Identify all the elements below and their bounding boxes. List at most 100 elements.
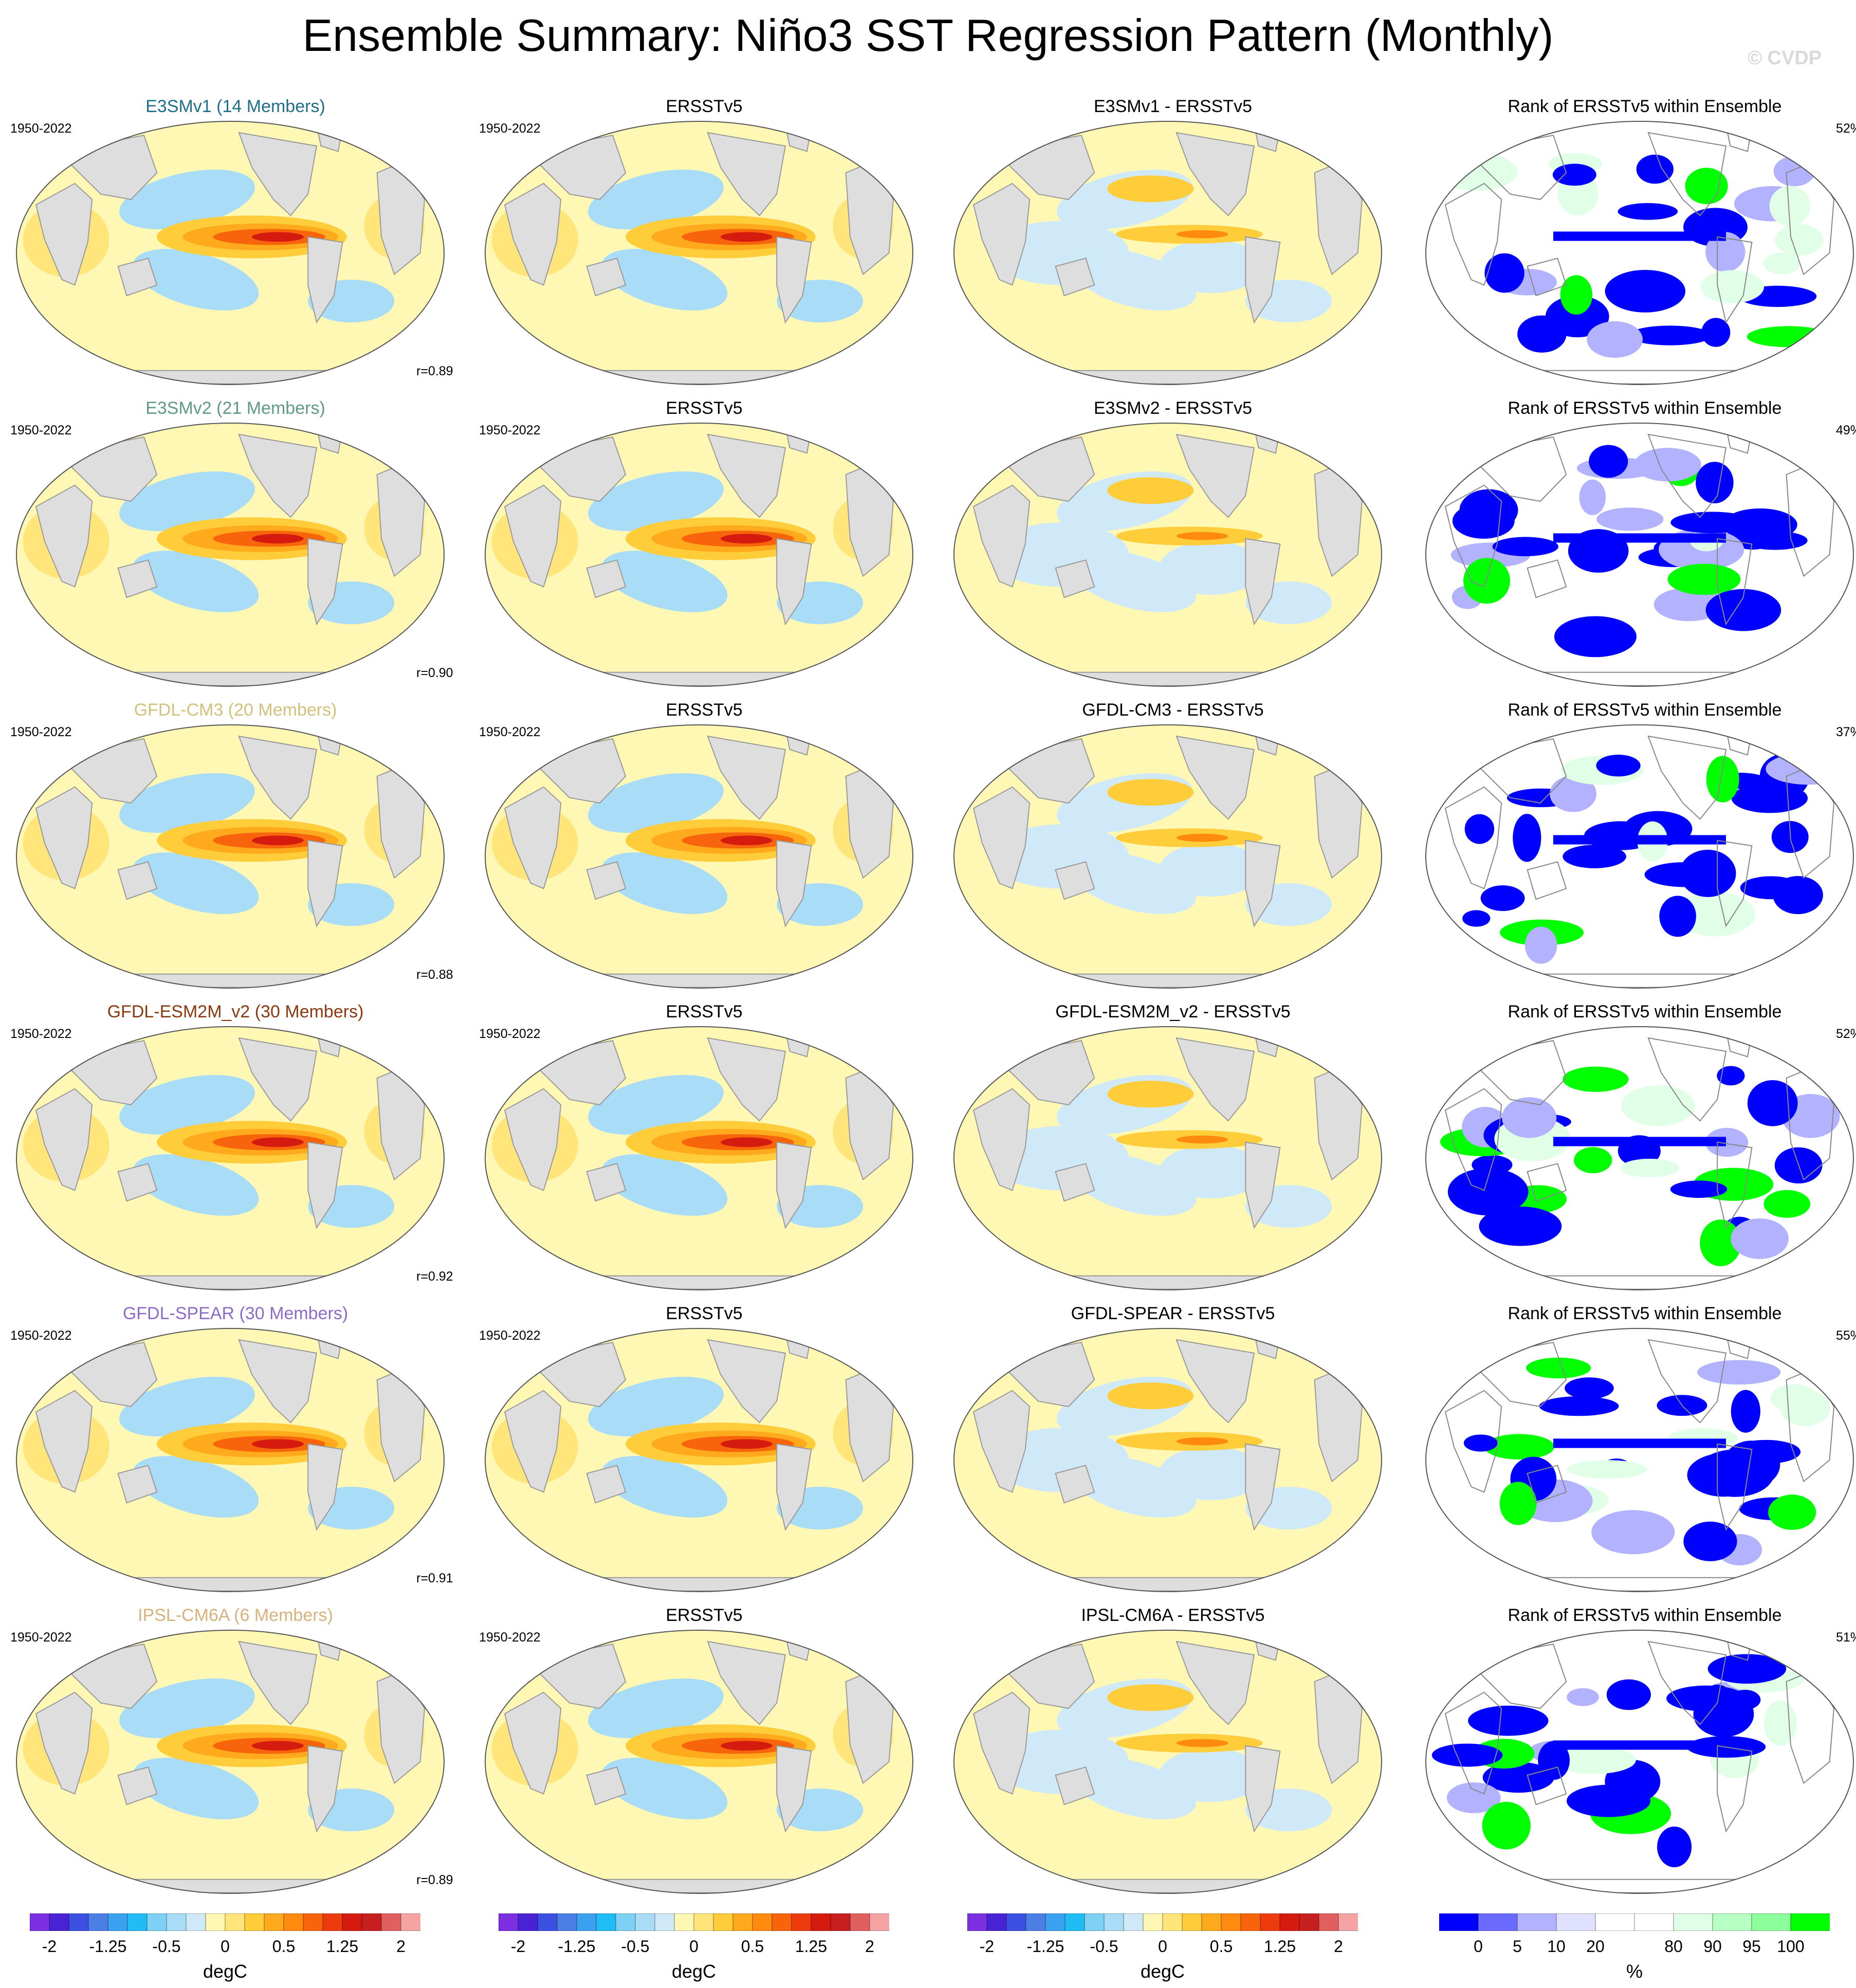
map-land [307, 236, 343, 324]
rank-region [1552, 163, 1596, 186]
map-cool-south-pacific [133, 1758, 259, 1819]
colorbar-swatch [205, 1913, 226, 1931]
colorbar-swatch [381, 1913, 401, 1931]
map-coastline [1647, 1640, 1727, 1725]
panel-title: IPSL-CM6A (6 Members) [138, 1606, 333, 1625]
map-outline [485, 423, 913, 687]
map-land [307, 1443, 343, 1531]
map-coastline [1527, 1163, 1567, 1202]
colorbar-swatch [654, 1913, 675, 1931]
map-land [1175, 735, 1255, 820]
panel-r3-c3: GFDL-CM3 - ERSSTv5 [947, 696, 1399, 997]
rank-region [1706, 756, 1739, 803]
correlation-label: r=0.90 [416, 666, 453, 680]
map-cool-south-pacific [601, 1758, 728, 1819]
rank-region [1717, 1066, 1745, 1086]
colorbar-swatch [986, 1913, 1007, 1931]
correlation-label: r=0.89 [416, 1873, 453, 1887]
rank-region [1482, 1762, 1554, 1793]
rank-colorbar [1439, 1913, 1830, 1931]
panel-title: Rank of ERSSTv5 within Ensemble [1508, 700, 1782, 720]
map-land [307, 1745, 343, 1833]
map-cool-south-pacific [601, 852, 728, 914]
colorbar-swatch [1045, 1913, 1065, 1931]
panel-title: Rank of ERSSTv5 within Ensemble [1508, 1002, 1782, 1022]
map-land [117, 1163, 158, 1202]
rank-region [1480, 885, 1525, 911]
map-land [776, 1745, 812, 1833]
map-outline [16, 121, 445, 385]
map-outline [953, 1630, 1382, 1894]
map-cool-north-pacific [588, 1678, 724, 1739]
panel-r6-c1: IPSL-CM6A (6 Members) 1950-2022 r=0.89 [9, 1601, 462, 1902]
rank-region [1606, 1679, 1651, 1710]
panel-title: GFDL-CM3 (20 Members) [134, 700, 337, 720]
map-land [238, 1640, 318, 1725]
panel-r3-c4: Rank of ERSSTv5 within Ensemble 37% [1419, 696, 1856, 997]
panel-title: GFDL-ESM2M_v2 (30 Members) [107, 1002, 364, 1022]
map-land [1245, 236, 1281, 324]
map-outline [1425, 121, 1854, 385]
map-coastline [1647, 132, 1727, 216]
rank-region [1435, 153, 1518, 191]
colorbar-swatch [322, 1913, 343, 1931]
panel-r2-c3: E3SMv2 - ERSSTv5 [947, 394, 1399, 695]
colorbar-tick-label: 1.25 [795, 1937, 828, 1956]
colorbar-swatch [791, 1913, 812, 1931]
map-land [1055, 258, 1095, 297]
colorbar-swatch [1439, 1913, 1479, 1931]
rank-region [1554, 616, 1637, 658]
map-coastline [1465, 436, 1567, 502]
colorbar-swatch [1221, 1913, 1241, 1931]
map-land [504, 1691, 562, 1795]
colorbar-swatch [30, 1913, 50, 1931]
period-label: 1950-2022 [10, 1328, 72, 1343]
map-cool-south-pacific [133, 551, 259, 612]
colorbar-swatch [1025, 1913, 1046, 1931]
sst-map [16, 1630, 445, 1894]
colorbar-swatch [811, 1913, 831, 1931]
rank-region [1667, 563, 1741, 595]
map-cool-north-pacific [119, 773, 255, 833]
map-cool-north-pacific [119, 471, 255, 532]
panel-r1-c3: E3SMv1 - ERSSTv5 [947, 93, 1399, 393]
map-equatorial-max [252, 835, 304, 846]
panel-title: GFDL-SPEAR - ERSSTv5 [1071, 1304, 1275, 1323]
map-coastline [1717, 1443, 1753, 1531]
map-land [238, 433, 318, 518]
colorbar-swatch [1162, 1913, 1183, 1931]
colorbar-tick-label: 5 [1513, 1937, 1522, 1956]
rank-region [1657, 1826, 1692, 1868]
rank-region [1700, 270, 1765, 303]
map-coastline [1465, 738, 1567, 804]
sst-map [485, 121, 913, 385]
panel-r4-c2: ERSSTv5 1950-2022 [478, 998, 930, 1299]
panel-title: ERSSTv5 [666, 398, 743, 418]
colorbar-tick-label: -1.25 [558, 1937, 596, 1956]
map-land [1055, 1465, 1095, 1504]
map-land [972, 1691, 1031, 1795]
map-land [307, 538, 343, 626]
rank-region [1618, 203, 1678, 220]
map-land [307, 840, 343, 927]
map-warm-north-pacific [1107, 779, 1194, 806]
rank-region [1670, 1180, 1728, 1198]
map-land [707, 132, 786, 216]
map-land [707, 1640, 786, 1725]
map-cool-east-pacific [1159, 1748, 1263, 1802]
map-coastline [1527, 1766, 1567, 1805]
colorbar-swatch [850, 1913, 870, 1931]
colorbar-swatch [869, 1913, 889, 1931]
map-equatorial-max [721, 232, 773, 242]
rank-region [1554, 1746, 1636, 1774]
map-cool-east-pacific [1159, 1145, 1263, 1198]
rank-region [1769, 186, 1811, 227]
rank-region [1742, 531, 1808, 550]
sst-map [953, 1328, 1382, 1592]
colorbar-swatch [49, 1913, 69, 1931]
sst-map [16, 1328, 445, 1592]
rank-region [1763, 252, 1800, 275]
map-coastline [1444, 1088, 1502, 1191]
map-equatorial-core [1176, 1437, 1228, 1446]
map-land [35, 1390, 93, 1493]
